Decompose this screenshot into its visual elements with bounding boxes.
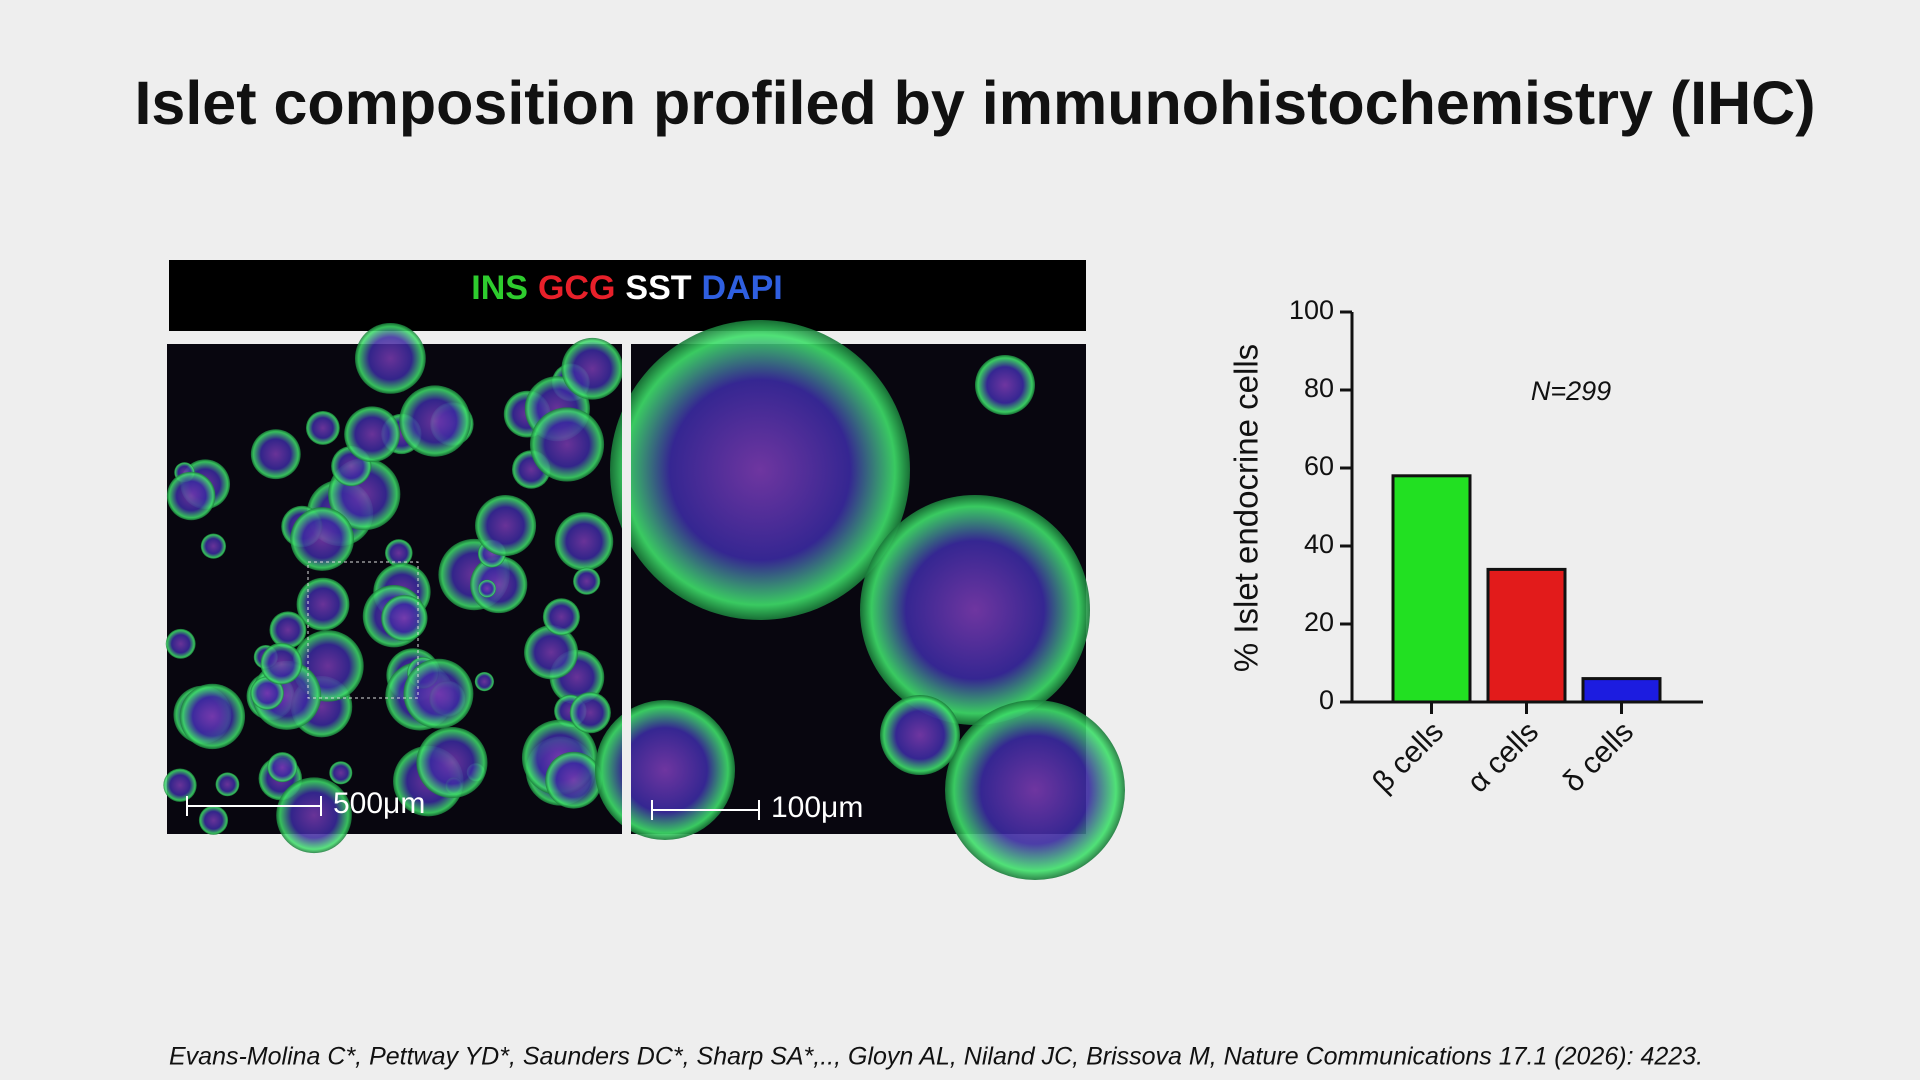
islet [524, 625, 579, 680]
islet [165, 628, 196, 659]
islet [595, 700, 735, 840]
islet [945, 700, 1125, 880]
islet [267, 752, 298, 783]
y-tick-label: 80 [1304, 373, 1334, 403]
islet [198, 805, 229, 835]
y-axis-label: % Islet endocrine cells [1228, 344, 1265, 672]
islet [554, 512, 614, 571]
islet [200, 533, 227, 559]
islet [215, 772, 240, 797]
scale-bars [186, 796, 760, 820]
islet [545, 751, 603, 809]
islet [354, 322, 426, 394]
y-tick-label: 20 [1304, 607, 1334, 637]
stain-name: DAPI [702, 269, 783, 307]
islet [166, 471, 216, 521]
islet [329, 761, 353, 785]
islet [573, 567, 601, 595]
frame-mask [622, 344, 631, 834]
slide-title: Islet composition profiled by immunohist… [134, 69, 1815, 137]
stain-legend: INS GCG SST DAPI [471, 269, 783, 307]
islet [860, 495, 1090, 725]
islet [610, 320, 910, 620]
islet [475, 495, 537, 557]
islet [163, 768, 197, 802]
islet [399, 385, 471, 457]
y-tick-label: 100 [1289, 295, 1334, 325]
annotation: N=299 [1531, 376, 1611, 406]
y-tick-label: 40 [1304, 529, 1334, 559]
islet [381, 594, 428, 642]
zoom-box [307, 561, 419, 699]
islet [529, 407, 605, 482]
islet [880, 695, 960, 775]
stain-name: INS [471, 269, 528, 307]
islet [250, 676, 284, 710]
scale-label: 100μm [771, 791, 863, 824]
micrographs [163, 320, 1125, 880]
islet [542, 598, 580, 636]
islet [975, 355, 1035, 415]
bar [1486, 567, 1567, 704]
islet [403, 658, 474, 729]
islet [470, 555, 528, 614]
islet [290, 507, 354, 571]
islet [416, 727, 488, 799]
islet [260, 642, 303, 685]
islet [478, 579, 497, 598]
stain-header [169, 260, 1086, 331]
islet [305, 411, 340, 445]
scale-label: 500μm [333, 787, 425, 820]
islet [179, 683, 246, 750]
y-tick-label: 0 [1319, 685, 1334, 715]
islet [474, 671, 495, 692]
islet [344, 406, 400, 463]
islet [296, 577, 350, 631]
islet [276, 777, 352, 854]
bar [1581, 677, 1662, 704]
bar [1391, 474, 1472, 704]
islet [384, 539, 413, 567]
citation: Evans-Molina C*, Pettway YD*, Saunders D… [169, 1043, 1703, 1071]
stain-name: SST [625, 269, 691, 307]
islet [250, 429, 301, 480]
islet [561, 337, 624, 400]
stain-name: GCG [538, 269, 615, 307]
islet [269, 611, 307, 649]
islet [569, 692, 611, 734]
y-tick-label: 60 [1304, 451, 1334, 481]
